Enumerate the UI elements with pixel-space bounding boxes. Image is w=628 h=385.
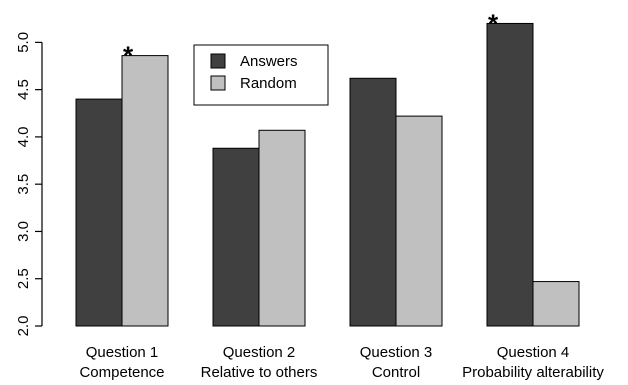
- bar-random: [258, 129, 306, 327]
- category-label: Question 4: [497, 344, 570, 361]
- category-label: Relative to others: [201, 364, 318, 381]
- bar-random: [532, 281, 580, 327]
- category-label: Competence: [79, 364, 164, 381]
- y-tick-label: 5.0: [15, 32, 32, 53]
- legend-label: Random: [240, 75, 297, 92]
- significance-marks: **: [123, 8, 499, 70]
- category-label: Control: [372, 364, 420, 381]
- legend-label: Answers: [240, 53, 298, 70]
- y-tick-label: 2.5: [15, 268, 32, 289]
- y-tick-label: 3.0: [15, 221, 32, 242]
- bars: [75, 22, 580, 327]
- bar-random: [121, 55, 169, 327]
- significance-star: *: [488, 8, 499, 38]
- y-tick-label: 4.0: [15, 126, 32, 147]
- category-label: Question 1: [86, 344, 159, 361]
- y-tick-label: 4.5: [15, 79, 32, 100]
- bar-random: [395, 115, 443, 327]
- y-axis: 2.0 2.5 3.0 3.5 4.0 4.5 5.0: [15, 32, 43, 337]
- significance-star: *: [123, 41, 134, 71]
- category-label: Question 2: [223, 344, 296, 361]
- legend: Answers Random: [193, 44, 329, 106]
- bar-answers: [349, 77, 397, 327]
- bar-answers: [486, 22, 534, 327]
- y-tick-label: 2.0: [15, 316, 32, 337]
- category-label: Probability alterability: [462, 364, 604, 381]
- y-tick-label: 3.5: [15, 174, 32, 195]
- category-label: Question 3: [360, 344, 433, 361]
- category-labels: Question 1 Competence Question 2 Relative t…: [79, 344, 604, 381]
- legend-swatch: [210, 53, 226, 69]
- legend-swatch: [210, 75, 226, 91]
- bar-answers: [212, 147, 260, 327]
- bar-answers: [75, 98, 123, 327]
